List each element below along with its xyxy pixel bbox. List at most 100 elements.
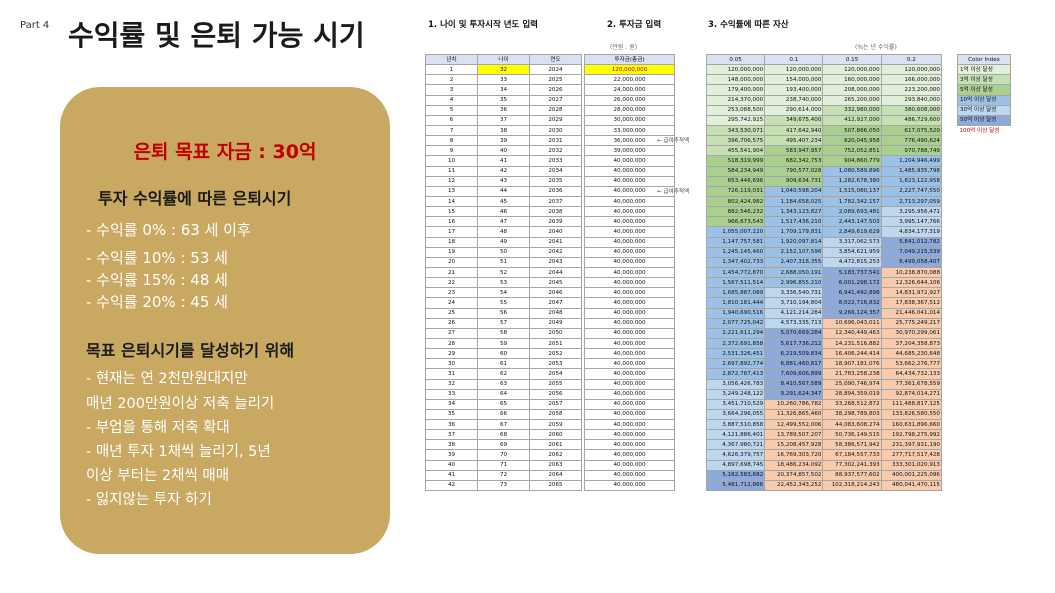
cell-age: 73: [477, 479, 530, 492]
cell-asset: 16,406,244,414: [822, 348, 882, 360]
table-row: 40 71 2063 40,000,000: [425, 459, 675, 471]
cell-age: 52: [477, 266, 530, 279]
col-header-rate: 0.05: [705, 53, 766, 66]
table-row: 21 52 2044 40,000,000: [425, 266, 675, 279]
cell-asset: 726,119,031: [705, 185, 766, 197]
cell-asset: 7,609,606,899: [764, 368, 824, 380]
header-row: 년차 나이 연도 투자금(총금): [425, 53, 675, 66]
cell-year: 2053: [529, 358, 582, 370]
cell-asset: 1,517,436,210: [764, 216, 824, 228]
table-row: 4,626,379,757 16,769,303,720 67,184,557,73…: [705, 449, 943, 461]
table-row: 2,872,787,413 7,609,606,899 21,783,258,238…: [705, 368, 943, 380]
cell-investment: 40,000,000: [584, 479, 675, 492]
cell-asset: 44,083,608,274: [822, 419, 882, 431]
table-row: 15 46 2038 40,000,000: [425, 206, 675, 218]
cell-year-index: 17: [425, 226, 478, 238]
table-row: 31 62 2054 40,000,000: [425, 368, 675, 380]
cell-asset: 120,000,000: [880, 64, 943, 76]
cell-year: 2064: [529, 469, 582, 481]
cell-age: 43: [477, 175, 530, 187]
table-row: 966,673,543 1,517,436,210 2,443,147,503 3,9…: [705, 216, 943, 228]
cell-investment: 120,000,000: [584, 64, 675, 76]
cell-age: 46: [477, 206, 530, 218]
cell-age: 35: [477, 94, 530, 106]
cell-asset: 12,340,449,463: [822, 327, 882, 339]
cell-asset: 2,077,725,042: [705, 317, 766, 329]
cell-asset: 4,121,886,401: [705, 429, 766, 441]
cell-asset: 583,947,957: [764, 145, 824, 157]
cell-investment: 33,000,000: [584, 124, 675, 137]
cell-year: 2034: [529, 165, 582, 177]
cell-year-index: 26: [425, 317, 478, 329]
input-table: 년차 나이 연도 투자금(총금) 1 32 2024 120,000,000 2 33 2025 22…: [425, 53, 675, 492]
cell-asset: 5,183,737,541: [822, 266, 882, 279]
cell-year-index: 6: [425, 114, 478, 126]
table-row: 38 69 2061 40,000,000: [425, 439, 675, 451]
cell-asset: 9,291,624,347: [764, 388, 824, 400]
cell-asset: 253,088,500: [705, 104, 766, 116]
summary-panel: 은퇴 목표 자금 : 30억 투자 수익률에 따른 은퇴시기 - 수익률 0% …: [60, 87, 390, 554]
cell-asset: 1,040,598,204: [764, 185, 824, 197]
table-row: 1,810,181,444 3,710,194,804 8,022,716,832 1…: [705, 297, 943, 309]
table-row: 36 67 2059 40,000,000: [425, 419, 675, 431]
cell-asset: 7,049,215,339: [880, 246, 943, 258]
cell-year: 2056: [529, 388, 582, 400]
cell-age: 40: [477, 145, 530, 157]
cell-asset: 160,000,000: [822, 74, 882, 86]
cell-investment: 40,000,000: [584, 246, 675, 258]
cell-asset: 3,854,621,959: [822, 246, 882, 258]
cell-investment: 40,000,000: [584, 449, 675, 461]
cell-asset: 6,941,492,898: [822, 287, 882, 299]
cell-age: 39: [477, 135, 530, 147]
cell-year: 2061: [529, 439, 582, 451]
legend-item: 1억 이상 달성: [957, 64, 1011, 76]
cell-asset: 148,000,000: [705, 74, 766, 86]
cell-asset: 238,740,000: [764, 94, 824, 106]
cell-asset: 11,326,865,460: [764, 408, 824, 421]
cell-year: 2063: [529, 459, 582, 471]
cell-investment: 40,000,000: [584, 469, 675, 481]
cell-year: 2030: [529, 124, 582, 137]
legend-item: 3억 이상 달성: [957, 74, 1011, 86]
legend-row: 1억 이상 달성: [957, 64, 1011, 76]
table-row: 19 50 2042 40,000,000: [425, 246, 675, 258]
table-row: 5,182,583,682 20,374,857,502 88,937,577,60…: [705, 469, 943, 481]
cell-age: 62: [477, 368, 530, 380]
cell-year: 2029: [529, 114, 582, 126]
cell-asset: 400,001,225,096: [880, 469, 943, 481]
cell-year-index: 32: [425, 378, 478, 390]
table-row: 1 32 2024 120,000,000: [425, 64, 675, 76]
cell-asset: 67,184,557,733: [822, 449, 882, 461]
cell-age: 67: [477, 419, 530, 431]
table-row: 802,424,982 1,184,658,025 1,782,342,157 2,7…: [705, 195, 943, 208]
cell-asset: 10,696,043,011: [822, 317, 882, 329]
cell-year: 2035: [529, 175, 582, 187]
cell-year: 2037: [529, 195, 582, 208]
table-row: 11 42 2034 40,000,000: [425, 165, 675, 177]
table-row: 3 34 2026 24,000,000: [425, 84, 675, 96]
cell-investment: 40,000,000: [584, 408, 675, 421]
cell-age: 38: [477, 124, 530, 137]
table-row: 120,000,000 120,000,000 120,000,000 120,000…: [705, 64, 943, 76]
table-row: 4,367,980,721 15,208,457,928 58,386,571,94…: [705, 439, 943, 451]
cell-asset: 14,231,516,882: [822, 337, 882, 350]
cell-asset: 4,897,698,745: [705, 459, 766, 471]
table-row: 3,664,296,055 11,326,865,460 38,298,789,80…: [705, 408, 943, 421]
col-header-year-index: 년차: [425, 53, 478, 66]
legend-item: 5억 이상 달성: [957, 84, 1011, 96]
table-row: 12 43 2035 40,000,000: [425, 175, 675, 187]
cell-asset: 20,374,857,502: [764, 469, 824, 481]
cell-asset: 133,826,580,550: [880, 408, 943, 421]
cell-asset: 231,397,931,190: [880, 439, 943, 451]
table-row: 2,531,326,451 6,219,509,834 16,406,244,414…: [705, 348, 943, 360]
cell-asset: 8,410,567,589: [764, 378, 824, 390]
table-row: 27 58 2050 40,000,000: [425, 327, 675, 339]
cell-year-index: 24: [425, 297, 478, 309]
rate-item: - 수익률 10% : 53 세: [86, 249, 228, 267]
cell-investment: 40,000,000: [584, 439, 675, 451]
cell-year: 2051: [529, 337, 582, 350]
table-row: 1,055,007,220 1,709,179,831 2,849,619,629 4…: [705, 226, 943, 238]
table-row: 10 41 2033 40,000,000: [425, 155, 675, 167]
table-row: 8 39 2031 36,000,000: [425, 135, 675, 147]
cell-asset: 111,488,817,125: [880, 398, 943, 410]
